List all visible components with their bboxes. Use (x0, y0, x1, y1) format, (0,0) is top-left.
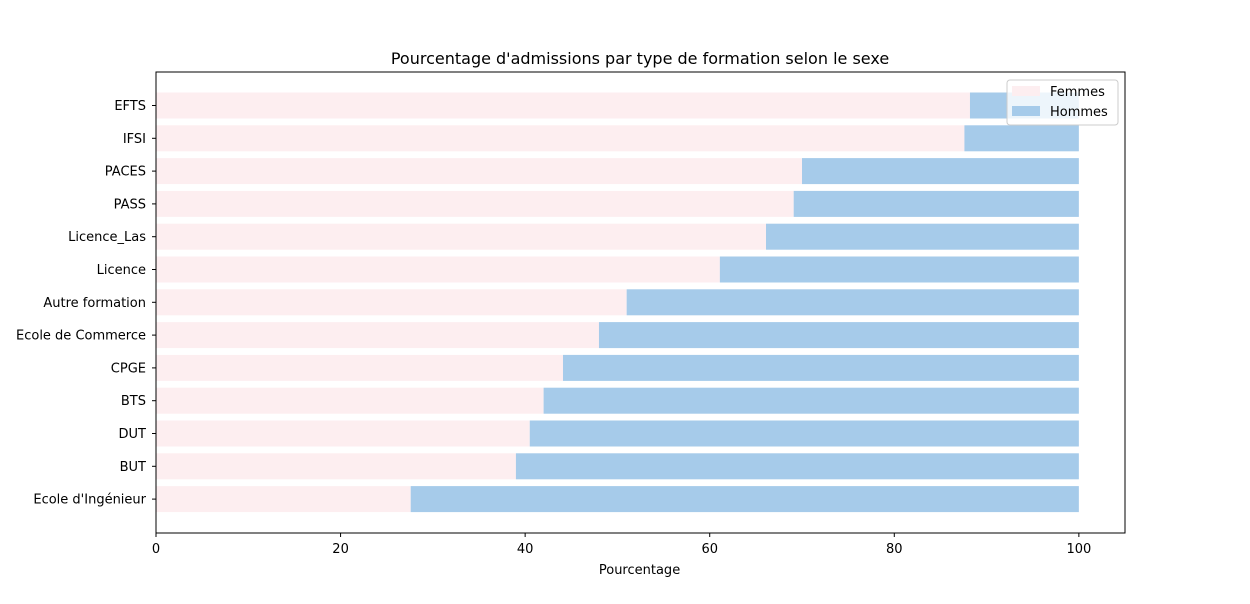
legend-swatch (1012, 86, 1040, 96)
bar-hommes (793, 190, 1079, 217)
x-tick-label: 60 (701, 542, 718, 557)
x-axis-label: Pourcentage (599, 563, 680, 578)
bar-femmes (156, 92, 970, 119)
x-tick-label: 0 (152, 542, 160, 557)
y-tick-label: IFSI (123, 132, 146, 147)
y-tick-label: Ecole de Commerce (16, 329, 146, 344)
y-tick-label: BTS (121, 394, 146, 409)
plot-frame (155, 71, 1126, 534)
bar-hommes (515, 453, 1079, 480)
y-tick-label: PACES (105, 165, 146, 180)
chart-title: Pourcentage d'admissions par type de for… (391, 49, 889, 68)
y-tick-label: PASS (114, 197, 146, 212)
bar-femmes (156, 453, 516, 480)
bar-femmes (156, 256, 720, 283)
x-axis: 0 20 40 60 80 100 (152, 533, 1091, 557)
y-tick-label: BUT (120, 460, 146, 475)
bar-femmes (156, 158, 802, 185)
bar-hommes (410, 486, 1079, 513)
x-tick-label: 80 (886, 542, 903, 557)
bar-femmes (156, 125, 965, 152)
y-tick-label: DUT (119, 427, 147, 442)
bar-hommes (719, 256, 1079, 283)
bar-hommes (964, 125, 1079, 152)
bar-femmes (156, 420, 530, 447)
x-tick-label: 40 (517, 542, 534, 557)
bar-hommes (598, 322, 1079, 349)
y-tick-label: Ecole d'Ingénieur (33, 493, 146, 508)
bars-layer (156, 92, 1079, 513)
bar-femmes (156, 223, 767, 250)
y-tick-label: EFTS (114, 99, 146, 114)
bar-hommes (626, 289, 1079, 316)
x-tick-label: 20 (332, 542, 349, 557)
bar-femmes (156, 190, 794, 217)
y-tick-label: Licence (97, 263, 146, 278)
y-axis: EFTS IFSI PACES PASS Licence_Las Licence Autre… (16, 99, 156, 508)
bar-hommes (543, 387, 1079, 414)
legend: Femmes Hommes (1006, 79, 1119, 126)
x-tick-label: 100 (1066, 542, 1091, 557)
bar-femmes (156, 354, 563, 381)
bar-femmes (156, 387, 544, 414)
legend-label: Femmes (1050, 85, 1105, 100)
legend-label: Hommes (1050, 105, 1108, 120)
bar-femmes (156, 486, 411, 513)
bar-femmes (156, 289, 627, 316)
y-tick-label: Licence_Las (68, 230, 146, 245)
bar-hommes (529, 420, 1079, 447)
bar-hommes (802, 158, 1079, 185)
bar-femmes (156, 322, 599, 349)
legend-swatch (1012, 106, 1040, 116)
y-tick-label: CPGE (111, 361, 146, 376)
y-tick-label: Autre formation (43, 296, 146, 311)
bar-hommes (562, 354, 1079, 381)
bar-hommes (766, 223, 1079, 250)
